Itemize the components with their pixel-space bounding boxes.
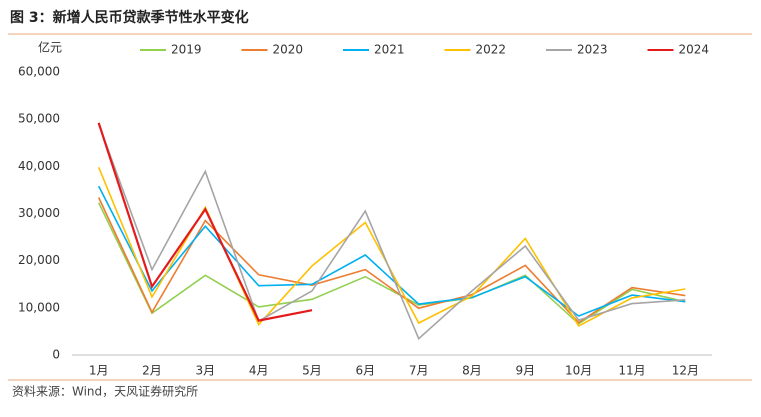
chart-title: 图 3：新增人民币贷款季节性水平变化 [10,9,249,26]
y-axis-label: 亿元 [38,40,62,55]
x-tick-label: 7月 [409,364,429,378]
series-line [97,185,686,317]
series-line [97,123,686,341]
x-tick-label: 3月 [196,364,216,378]
x-tick-label: 4月 [249,364,269,378]
x-tick-label: 1月 [89,364,109,378]
legend-label: 2019 [171,43,202,57]
x-tick-label: 9月 [516,364,536,378]
legend-label: 2022 [476,43,507,57]
x-tick-label: 10月 [565,364,592,378]
x-tick-label: 8月 [462,364,482,378]
x-tick-label: 5月 [302,364,322,378]
legend-label: 2020 [273,43,304,57]
x-tick-label: 2月 [142,364,162,378]
legend-label: 2024 [679,43,710,57]
y-tick-label: 10,000 [18,300,60,314]
series-line [97,122,313,322]
legend-label: 2023 [577,43,608,57]
series-line [97,202,686,325]
y-tick-label: 40,000 [18,159,60,173]
y-tick-label: 0 [52,348,60,362]
y-tick-label: 30,000 [18,206,60,220]
legend-label: 2021 [374,43,405,57]
series-line [97,197,686,324]
x-tick-label: 6月 [356,364,376,378]
source: 资料来源：Wind，天风证券研究所 [12,384,198,399]
y-tick-label: 60,000 [18,65,60,79]
series-line [97,166,686,328]
y-tick-label: 20,000 [18,253,60,267]
x-tick-label: 12月 [672,364,699,378]
x-tick-label: 11月 [618,364,645,378]
y-tick-label: 50,000 [18,112,60,126]
